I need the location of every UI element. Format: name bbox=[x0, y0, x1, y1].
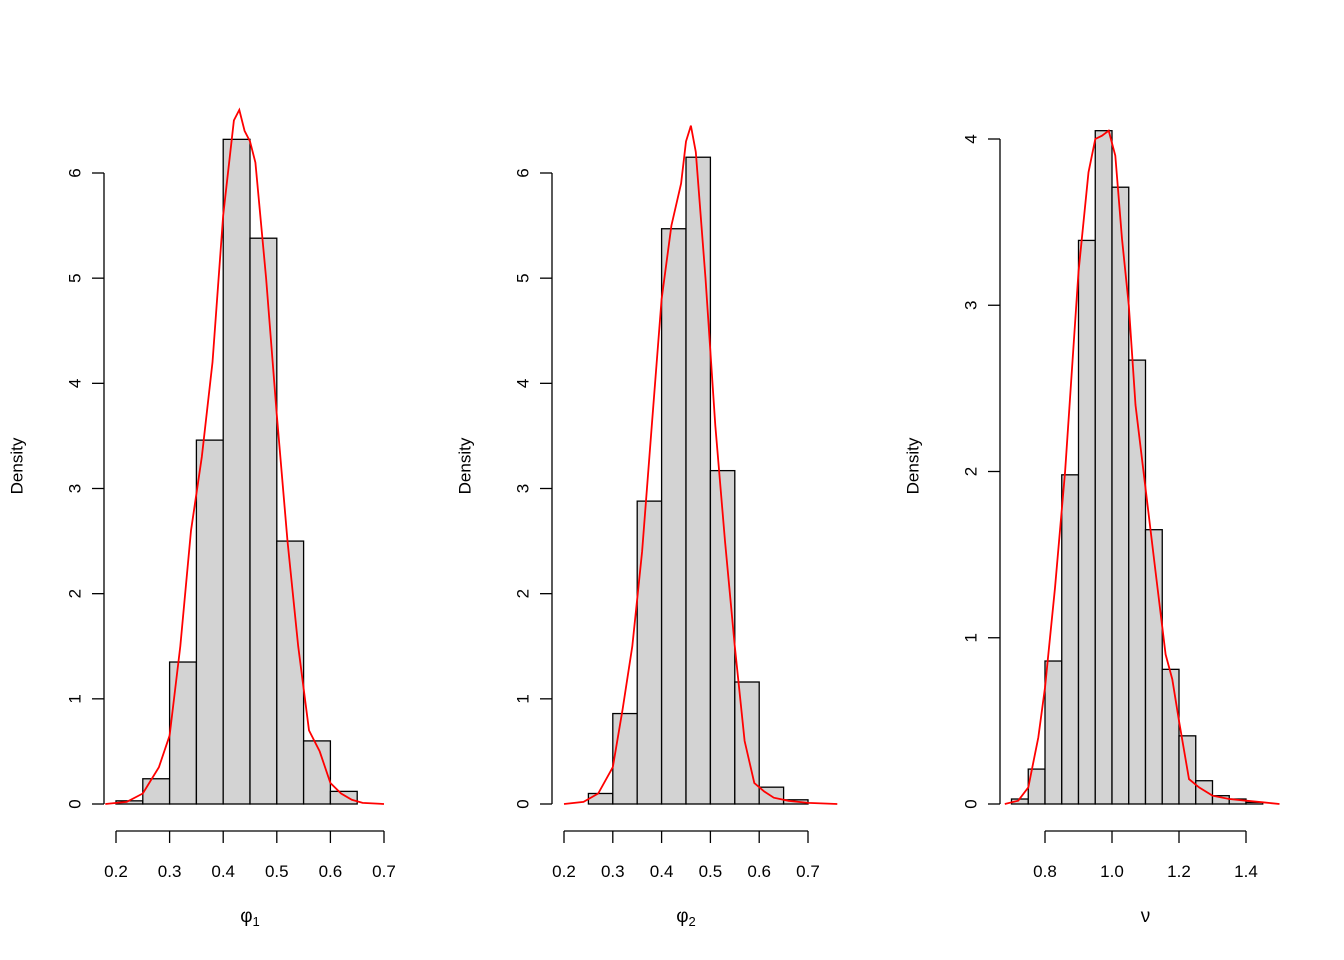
histogram-bar bbox=[1077, 239, 1096, 805]
x-tick-label: 1.2 bbox=[1167, 862, 1191, 881]
y-axis: 0 1 2 3 4 5 6 bbox=[513, 168, 553, 809]
x-axis: 0.2 0.3 0.4 0.5 0.6 0.7 bbox=[552, 830, 820, 881]
histogram-bar bbox=[587, 792, 614, 805]
x-tick-label: 0.2 bbox=[552, 862, 576, 881]
x-axis-label-sub: 2 bbox=[689, 914, 696, 929]
histogram-bar bbox=[1144, 529, 1163, 805]
y-axis-label: Density bbox=[455, 437, 474, 494]
histogram-bars bbox=[1010, 130, 1264, 805]
histogram-bar bbox=[276, 540, 305, 805]
y-tick-label: 1 bbox=[65, 694, 84, 703]
y-tick-label: 4 bbox=[513, 379, 532, 388]
histogram-bar bbox=[1044, 660, 1063, 805]
density-curve bbox=[105, 107, 385, 805]
y-tick-label: 3 bbox=[513, 484, 532, 493]
x-tick-label: 0.6 bbox=[747, 862, 771, 881]
histogram-bar bbox=[660, 228, 687, 805]
y-tick-label: 3 bbox=[65, 484, 84, 493]
y-tick-label: 6 bbox=[513, 168, 532, 177]
histogram-bar bbox=[1128, 359, 1147, 805]
histogram-bar bbox=[222, 138, 251, 805]
y-axis-label: Density bbox=[7, 437, 26, 494]
histogram-bar bbox=[1161, 668, 1180, 805]
x-axis-label: φ2 bbox=[676, 906, 696, 929]
x-tick-label: 0.7 bbox=[796, 862, 820, 881]
x-axis-label-sub: 1 bbox=[253, 914, 260, 929]
histogram-bar bbox=[1094, 130, 1113, 805]
y-tick-label: 0 bbox=[513, 799, 532, 808]
y-tick-label: 3 bbox=[961, 301, 980, 310]
x-tick-label: 0.3 bbox=[601, 862, 625, 881]
histogram-bars bbox=[115, 138, 358, 805]
x-tick-label: 1.0 bbox=[1100, 862, 1124, 881]
density-curve bbox=[563, 125, 838, 805]
y-axis: 0 1 2 3 4 5 6 bbox=[65, 168, 105, 809]
histogram-bar bbox=[612, 712, 638, 805]
histogram-bar bbox=[685, 156, 712, 805]
x-tick-label: 0.3 bbox=[158, 862, 182, 881]
x-axis: 0.8 1.0 1.2 1.4 bbox=[1033, 830, 1258, 881]
x-tick-label: 0.7 bbox=[372, 862, 396, 881]
panel-nu: 0 1 2 3 4 Density 0.8 1.0 1.2 1.4 ν bbox=[903, 129, 1280, 927]
x-tick-label: 0.5 bbox=[265, 862, 289, 881]
y-tick-label: 1 bbox=[513, 694, 532, 703]
histogram-bar bbox=[734, 681, 760, 805]
y-tick-label: 1 bbox=[961, 633, 980, 642]
histogram-bar bbox=[709, 469, 736, 805]
x-tick-label: 0.2 bbox=[104, 862, 128, 881]
x-axis-label: φ1 bbox=[240, 906, 260, 929]
histogram-bar bbox=[249, 237, 278, 805]
y-tick-label: 2 bbox=[513, 589, 532, 598]
y-tick-label: 5 bbox=[65, 273, 84, 282]
x-axis-label-main: φ bbox=[240, 906, 252, 927]
histogram-bar bbox=[1195, 780, 1214, 805]
x-tick-label: 0.6 bbox=[319, 862, 343, 881]
histogram-bars bbox=[587, 156, 809, 805]
y-axis-label: Density bbox=[903, 437, 922, 494]
x-tick-label: 0.4 bbox=[211, 862, 235, 881]
density-curve bbox=[1004, 129, 1280, 805]
x-tick-label: 0.4 bbox=[650, 862, 674, 881]
x-tick-label: 1.4 bbox=[1234, 862, 1258, 881]
y-tick-label: 4 bbox=[961, 134, 980, 143]
histogram-bar bbox=[329, 790, 358, 805]
y-tick-label: 4 bbox=[65, 379, 84, 388]
x-tick-label: 0.8 bbox=[1033, 862, 1057, 881]
histogram-bar bbox=[1061, 474, 1080, 805]
x-axis: 0.2 0.3 0.4 0.5 0.6 0.7 bbox=[104, 830, 396, 881]
x-axis-label-main: φ bbox=[676, 906, 688, 927]
histogram-bar bbox=[195, 439, 224, 805]
y-tick-label: 0 bbox=[65, 799, 84, 808]
y-tick-label: 2 bbox=[65, 589, 84, 598]
y-tick-label: 0 bbox=[961, 799, 980, 808]
histogram-bar bbox=[636, 500, 663, 805]
x-axis-label: ν bbox=[1141, 906, 1151, 927]
histogram-bar bbox=[168, 661, 198, 805]
histogram-bar bbox=[142, 778, 171, 805]
y-tick-label: 2 bbox=[961, 467, 980, 476]
x-tick-label: 0.5 bbox=[699, 862, 723, 881]
y-tick-label: 5 bbox=[513, 273, 532, 282]
y-axis: 0 1 2 3 4 bbox=[961, 134, 1001, 809]
y-tick-label: 6 bbox=[65, 168, 84, 177]
